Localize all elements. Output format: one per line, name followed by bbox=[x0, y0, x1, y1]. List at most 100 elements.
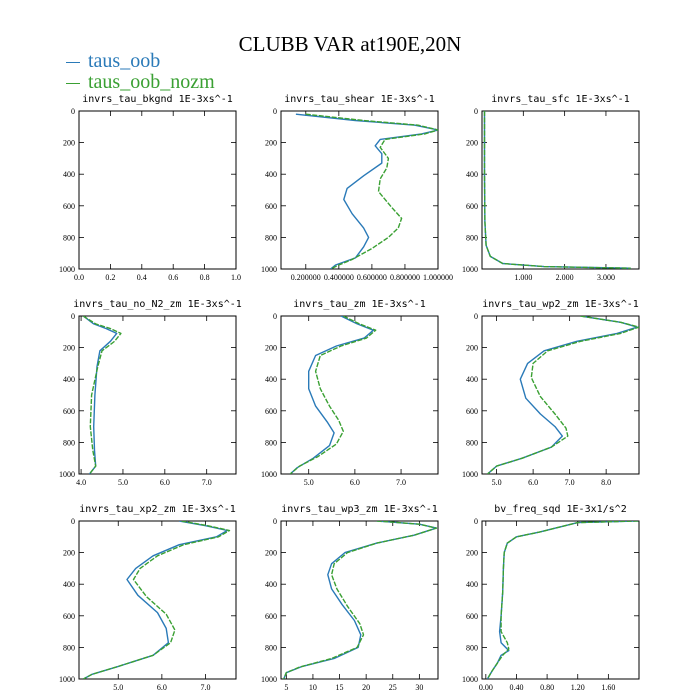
y-tick-label: 400 bbox=[265, 170, 277, 179]
y-tick-label: 600 bbox=[265, 612, 277, 621]
legend-item-taus-oob-nozm: taus_oob_nozm bbox=[66, 71, 215, 94]
plot-frame bbox=[78, 110, 237, 270]
x-tick-label: 0.40 bbox=[509, 683, 523, 692]
y-tick-label: 600 bbox=[466, 612, 478, 621]
x-tick-label: 30 bbox=[415, 683, 423, 692]
y-tick-label: 800 bbox=[63, 643, 75, 652]
x-tick-label: 0.4 bbox=[137, 273, 147, 282]
series-line-taus-oob-nozm bbox=[487, 316, 639, 474]
x-tick-label: 15 bbox=[336, 683, 344, 692]
y-tick-label: 200 bbox=[63, 139, 75, 148]
y-tick-label: 0 bbox=[474, 107, 478, 116]
x-tick-label: 0.400000 bbox=[324, 273, 354, 282]
y-tick-label: 1000 bbox=[59, 265, 75, 274]
y-tick-label: 600 bbox=[265, 202, 277, 211]
panel-title: invrs_tau_shear 1E-3xs^-1 bbox=[284, 94, 435, 105]
y-tick-label: 600 bbox=[63, 612, 75, 621]
y-tick-label: 1000 bbox=[462, 675, 478, 684]
legend-swatch-taus-oob-nozm bbox=[66, 82, 80, 84]
x-tick-label: 1.20 bbox=[571, 683, 585, 692]
y-tick-label: 200 bbox=[466, 549, 478, 558]
x-tick-label: 5.0 bbox=[492, 478, 502, 487]
x-tick-label: 7.0 bbox=[565, 478, 575, 487]
x-tick-label: 0.0 bbox=[74, 273, 84, 282]
y-tick-label: 1000 bbox=[261, 470, 277, 479]
x-tick-label: 0.200000 bbox=[291, 273, 321, 282]
y-tick-label: 600 bbox=[63, 407, 75, 416]
x-tick-label: 0.6 bbox=[168, 273, 178, 282]
panel-invrs-tau-wp3-zm: invrs_tau_wp3_zm 1E-3xs^-1 0 200 400 600 800 1… bbox=[261, 504, 439, 692]
legend-label-taus-oob-nozm: taus_oob_nozm bbox=[88, 71, 215, 93]
series-line-taus-oob bbox=[83, 521, 228, 679]
series-line-taus-oob bbox=[295, 113, 438, 269]
page-title: CLUBB VAR at190E,20N bbox=[238, 32, 462, 56]
plot-frame bbox=[481, 110, 640, 270]
y-tick-label: 400 bbox=[63, 170, 75, 179]
x-tick-label: 6.0 bbox=[528, 478, 538, 487]
y-tick-label: 200 bbox=[265, 139, 277, 148]
series-line-taus-oob bbox=[487, 316, 638, 474]
y-tick-label: 1000 bbox=[59, 675, 75, 684]
y-tick-label: 600 bbox=[265, 407, 277, 416]
y-tick-label: 400 bbox=[63, 580, 75, 589]
legend-swatch-taus-oob bbox=[66, 61, 80, 63]
x-tick-label: 1.000000 bbox=[423, 273, 453, 282]
x-tick-label: 0.00 bbox=[479, 683, 493, 692]
y-tick-label: 1000 bbox=[261, 675, 277, 684]
panel-title: bv_freq_sqd 1E-3x1/s^2 bbox=[494, 504, 626, 515]
series-line-taus-oob-nozm bbox=[83, 521, 231, 679]
plot-frame bbox=[481, 520, 640, 680]
panel-title: invrs_tau_wp3_zm 1E-3xs^-1 bbox=[281, 504, 438, 515]
y-tick-label: 200 bbox=[265, 549, 277, 558]
x-tick-label: 25 bbox=[389, 683, 397, 692]
panel-title: invrs_tau_no_N2_zm 1E-3xs^-1 bbox=[73, 299, 242, 310]
x-tick-label: 1.0 bbox=[231, 273, 241, 282]
series-line-taus-oob bbox=[289, 316, 375, 474]
x-tick-label: 6.0 bbox=[160, 478, 170, 487]
y-tick-label: 800 bbox=[63, 233, 75, 242]
panel-title: invrs_tau_wp2_zm 1E-3xs^-1 bbox=[482, 299, 639, 310]
panel-title: invrs_tau_zm 1E-3xs^-1 bbox=[293, 299, 425, 310]
y-tick-label: 800 bbox=[466, 643, 478, 652]
x-tick-label: 1.60 bbox=[601, 683, 615, 692]
x-tick-label: 7.0 bbox=[396, 478, 406, 487]
y-tick-label: 0 bbox=[71, 107, 75, 116]
y-tick-label: 800 bbox=[466, 233, 478, 242]
x-tick-label: 5.0 bbox=[118, 478, 128, 487]
y-tick-label: 400 bbox=[466, 580, 478, 589]
plot-frame bbox=[280, 520, 439, 680]
y-tick-label: 400 bbox=[63, 375, 75, 384]
plot-frame bbox=[481, 315, 640, 475]
x-tick-label: 5 bbox=[284, 683, 288, 692]
series-line-taus-oob bbox=[483, 111, 631, 269]
series-line-taus-oob-nozm bbox=[483, 111, 631, 269]
y-tick-label: 1000 bbox=[462, 265, 478, 274]
series-line-taus-oob-nozm bbox=[82, 316, 122, 474]
series-line-taus-oob bbox=[283, 521, 438, 679]
x-tick-label: 2.000 bbox=[556, 273, 574, 282]
y-tick-label: 400 bbox=[466, 375, 478, 384]
x-tick-label: 0.8 bbox=[200, 273, 210, 282]
y-tick-label: 600 bbox=[466, 202, 478, 211]
x-tick-label: 6.0 bbox=[350, 478, 360, 487]
series-line-taus-oob bbox=[82, 316, 118, 474]
y-tick-label: 1000 bbox=[261, 265, 277, 274]
x-tick-label: 3.000 bbox=[597, 273, 615, 282]
x-tick-label: 1.000 bbox=[514, 273, 532, 282]
panel-title: invrs_tau_sfc 1E-3xs^-1 bbox=[491, 94, 629, 105]
plot-frame bbox=[280, 315, 439, 475]
legend-item-taus-oob: taus_oob bbox=[66, 50, 160, 73]
y-tick-label: 600 bbox=[63, 202, 75, 211]
y-tick-label: 800 bbox=[265, 643, 277, 652]
panel-title: invrs_tau_bkgnd 1E-3xs^-1 bbox=[82, 94, 233, 105]
plot-frame bbox=[78, 520, 237, 680]
plot-frame bbox=[78, 315, 237, 475]
y-tick-label: 200 bbox=[265, 344, 277, 353]
y-tick-label: 200 bbox=[466, 344, 478, 353]
series-line-taus-oob bbox=[486, 521, 639, 679]
panel-invrs-tau-no-n2-zm: invrs_tau_no_N2_zm 1E-3xs^-1 0 200 400 600 80… bbox=[59, 299, 242, 487]
series-line-taus-oob-nozm bbox=[283, 521, 438, 679]
panel-invrs-tau-xp2-zm: invrs_tau_xp2_zm 1E-3xs^-1 0 200 400 600 800 1… bbox=[59, 504, 237, 692]
y-tick-label: 0 bbox=[273, 107, 277, 116]
